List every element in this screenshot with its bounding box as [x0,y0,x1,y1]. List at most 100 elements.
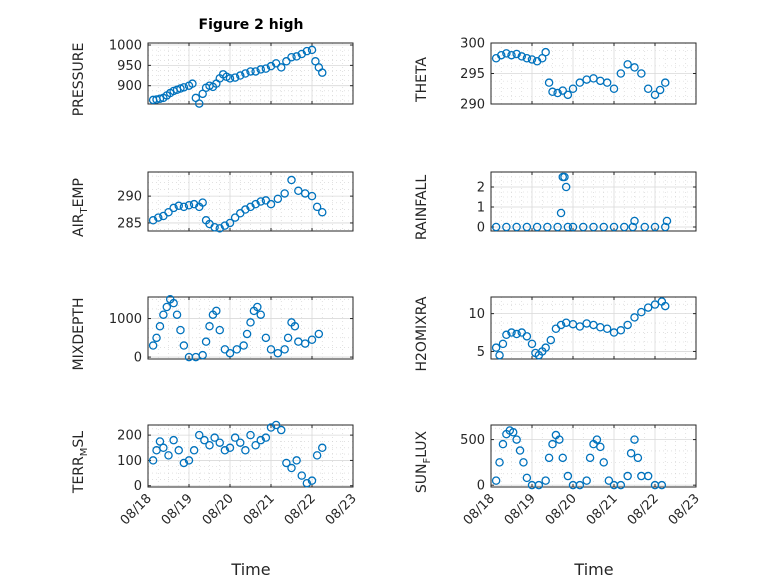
x-tick-label: 08/18 [118,491,155,528]
data-point [592,435,602,444]
data-point [287,175,296,185]
data-point [282,458,291,468]
axes-frame [147,296,354,360]
data-point [194,430,204,440]
y-tick-label: 10 [468,307,485,322]
data-point [616,69,626,78]
y-axis-label: H2OMIXRA [414,296,430,371]
data-point [282,57,291,66]
data-point [300,339,310,348]
data-point [169,435,178,445]
data-point [522,332,532,341]
data-point [609,84,619,94]
data-point [266,423,276,432]
data-point [194,99,204,108]
data-point [662,216,672,226]
data-point [560,172,569,182]
data-point [273,348,283,358]
data-point [179,341,189,350]
data-point [153,213,163,222]
x-axis-label-left: Time [230,560,270,579]
subplot-theta: 290 295 300 THETA [414,37,697,113]
data-point [623,471,632,481]
data-point [287,463,296,473]
data-point [630,216,639,226]
data-point [241,69,250,78]
subplot-pressure: 900 950 1000 PRESSURE [71,39,354,116]
data-point [230,73,240,82]
plot-area [491,172,696,231]
axes-frame [147,424,354,488]
data-point [246,318,255,327]
plot-area [148,43,353,104]
data-point [256,65,265,74]
data-point [302,46,312,56]
x-tick-label: 08/19 [159,491,196,528]
data-point [522,222,532,232]
x-tick-label: 08/23 [666,491,703,528]
data-point [515,446,525,455]
data-point [155,437,165,446]
data-point [596,442,605,452]
data-point [205,322,214,331]
figure-title: Figure 2 high [199,17,304,33]
data-point [317,443,327,453]
data-point [235,71,245,80]
data-point [616,326,626,335]
data-point [543,222,552,232]
data-point [307,476,317,485]
data-point [251,67,260,76]
data-point [548,439,557,449]
data-point [225,443,235,453]
data-point [256,435,265,445]
data-point [650,300,660,309]
data-point [174,201,183,211]
data-point [179,202,189,212]
data-point [585,453,595,463]
y-tick-label: 500 [460,433,485,448]
data-point [575,480,585,490]
data-point [527,55,537,64]
data-point [159,443,168,453]
data-point [512,435,521,444]
data-point [148,341,158,350]
data-point [287,52,296,62]
y-tick-label: 100 [117,454,142,469]
data-point [280,345,289,354]
y-tick-label: 200 [117,429,142,444]
data-point [491,476,501,485]
data-point [241,446,250,455]
data-point [276,63,286,72]
x-tick-label: 08/22 [282,491,319,528]
data-point [290,322,300,331]
data-point [563,222,573,232]
data-point [273,194,283,204]
data-point [599,222,609,232]
data-point [544,78,554,87]
data-point [643,471,653,481]
data-point [522,473,532,483]
axes-frame [147,42,354,105]
y-tick-label: 290 [460,98,485,113]
data-point [541,47,550,57]
data-point [235,438,245,447]
data-point [498,439,508,449]
data-point [630,313,639,322]
y-tick-label: 5 [477,345,485,360]
x-axis-label-right: Time [573,560,613,579]
data-point [582,476,591,485]
data-point [661,78,670,87]
data-point [568,84,578,94]
y-axis-label: SUNFLUX [414,430,433,493]
data-point [162,302,172,312]
data-point [276,425,286,435]
data-point [184,456,194,465]
data-point [198,198,207,207]
data-point [215,325,224,335]
data-point [498,339,508,349]
data-point [253,302,262,312]
data-point [626,449,636,458]
data-point [620,222,629,232]
data-point [541,343,550,352]
